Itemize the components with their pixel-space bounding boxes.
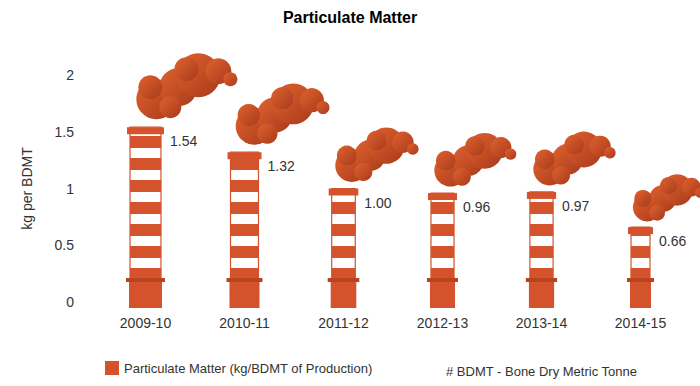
svg-text:1: 1 [66,181,74,197]
svg-text:1.5: 1.5 [55,124,75,140]
svg-text:# BDMT - Bone Dry Metric Tonne: # BDMT - Bone Dry Metric Tonne [446,364,637,379]
svg-text:2011-12: 2011-12 [318,315,369,331]
svg-text:Particulate Matter (kg/BDMT of: Particulate Matter (kg/BDMT of Productio… [124,361,372,376]
svg-text:2012-13: 2012-13 [417,315,469,331]
svg-text:2013-14: 2013-14 [516,315,568,331]
svg-text:0.96: 0.96 [463,199,490,215]
svg-text:kg per BDMT: kg per BDMT [19,147,35,230]
svg-text:1.54: 1.54 [170,133,197,149]
svg-text:0: 0 [66,294,74,310]
svg-text:0.5: 0.5 [55,237,75,253]
svg-text:1.00: 1.00 [364,195,391,211]
svg-text:2010-11: 2010-11 [219,315,270,331]
svg-text:0.66: 0.66 [659,233,686,249]
svg-text:Particulate Matter: Particulate Matter [283,9,417,26]
svg-text:1.32: 1.32 [267,158,294,174]
svg-text:0.97: 0.97 [562,198,589,214]
svg-text:2: 2 [66,67,74,83]
svg-text:2009-10: 2009-10 [120,315,172,331]
svg-text:2014-15: 2014-15 [615,315,667,331]
